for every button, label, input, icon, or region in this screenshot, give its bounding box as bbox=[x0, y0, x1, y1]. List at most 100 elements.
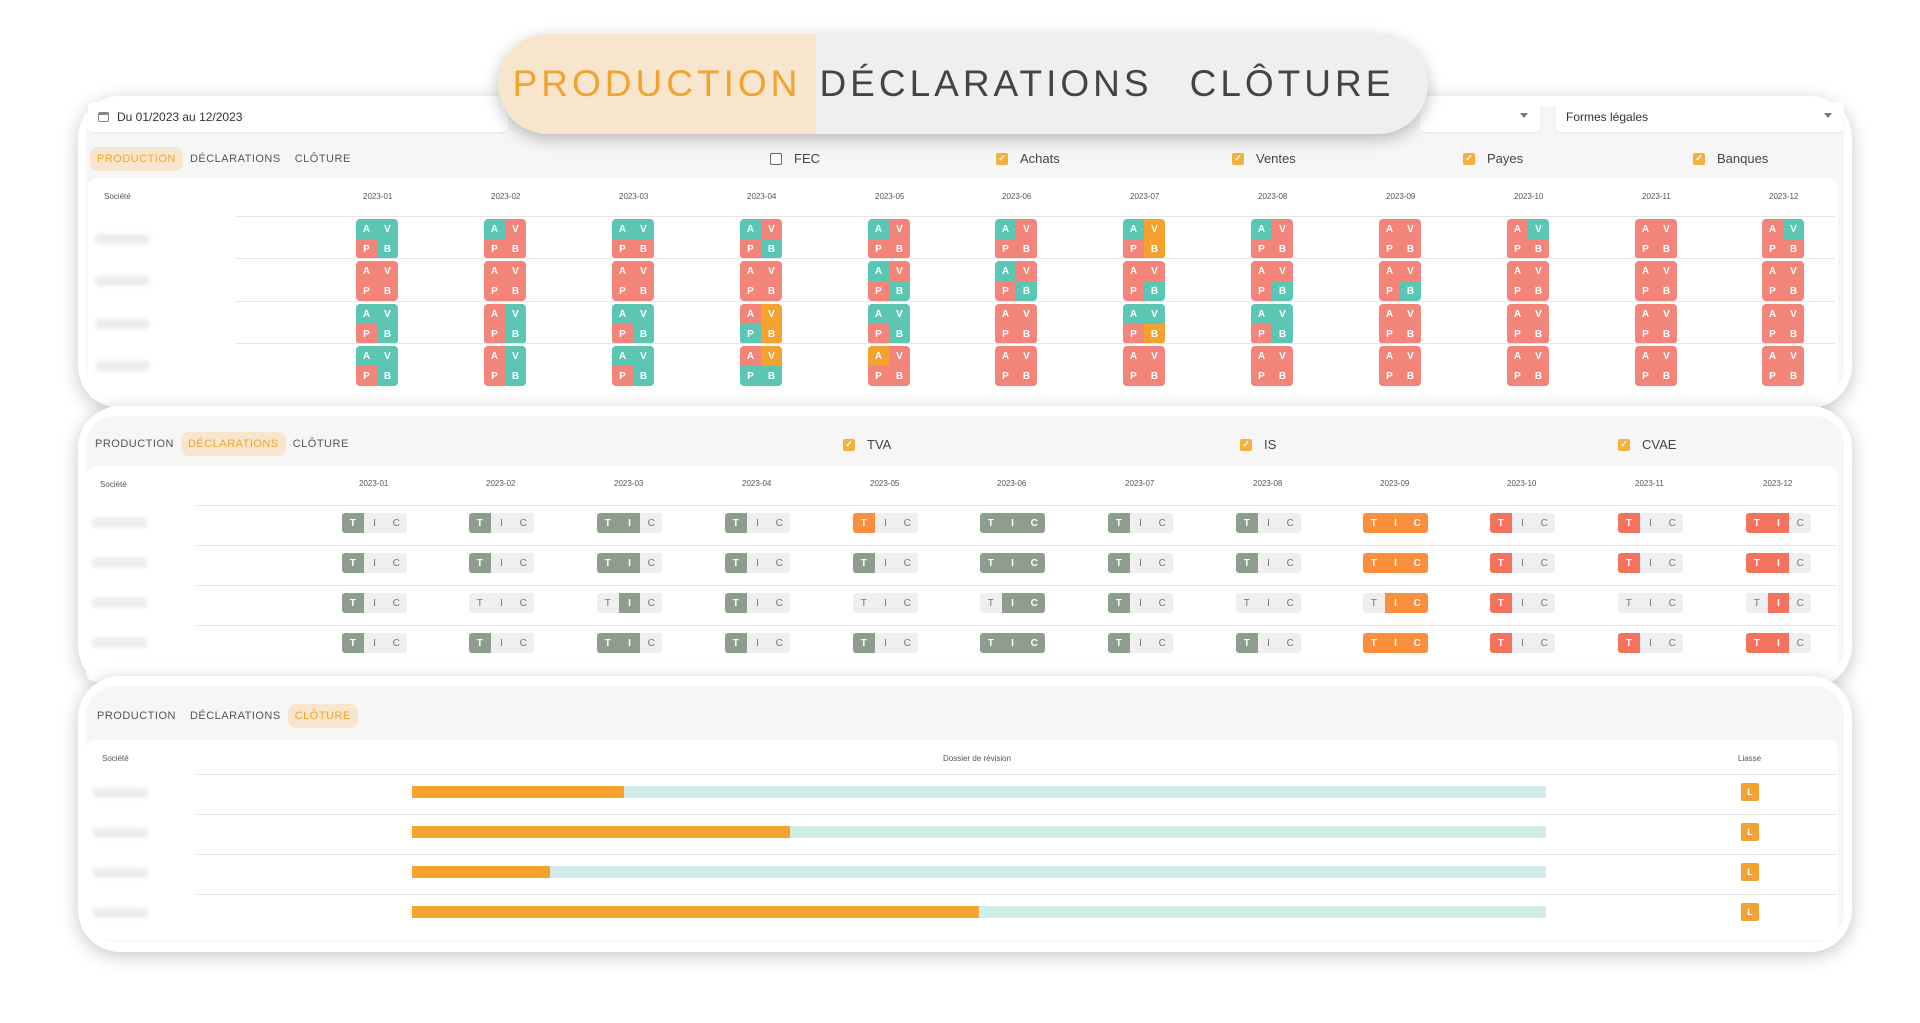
liasse-badge[interactable]: L bbox=[1741, 863, 1759, 881]
checkbox-box[interactable]: ✓ bbox=[996, 152, 1008, 165]
subtab-cloture[interactable]: CLÔTURE bbox=[292, 438, 349, 450]
main-tab-cloture[interactable]: CLÔTURE bbox=[1189, 63, 1395, 104]
liasse-badge[interactable]: L bbox=[1741, 823, 1759, 841]
checkbox-payes[interactable]: ✓ Payes bbox=[1463, 151, 1523, 166]
checkbox-box[interactable]: ✓ bbox=[1693, 152, 1705, 165]
checkbox-box[interactable]: ✓ bbox=[1240, 438, 1252, 451]
checkbox-achats[interactable]: ✓ Achats bbox=[996, 151, 1060, 166]
subtab-declarations[interactable]: DÉCLARATIONS bbox=[189, 153, 281, 165]
liasse-badge[interactable]: L bbox=[1741, 783, 1759, 801]
date-range-field[interactable]: Du 01/2023 au 12/2023 bbox=[88, 102, 508, 132]
checkbox-box[interactable]: ✓ bbox=[843, 438, 855, 451]
checkbox-fec[interactable]: FEC bbox=[770, 151, 820, 166]
legal-forms-select[interactable]: Formes légales bbox=[1556, 102, 1844, 132]
liasse-badge[interactable]: L bbox=[1741, 903, 1759, 921]
subtab-declarations[interactable]: DÉCLARATIONS bbox=[180, 432, 286, 456]
checkbox-box[interactable]: ✓ bbox=[1463, 152, 1475, 165]
main-tab-production[interactable]: PRODUCTION bbox=[498, 34, 816, 134]
dropdown-field[interactable] bbox=[1420, 102, 1540, 132]
subtab-production[interactable]: PRODUCTION bbox=[90, 147, 183, 171]
checkbox-box[interactable]: ✓ bbox=[1232, 152, 1244, 165]
checkbox-tva[interactable]: ✓ TVA bbox=[843, 437, 891, 452]
subtab-declarations[interactable]: DÉCLARATIONS bbox=[189, 710, 281, 722]
